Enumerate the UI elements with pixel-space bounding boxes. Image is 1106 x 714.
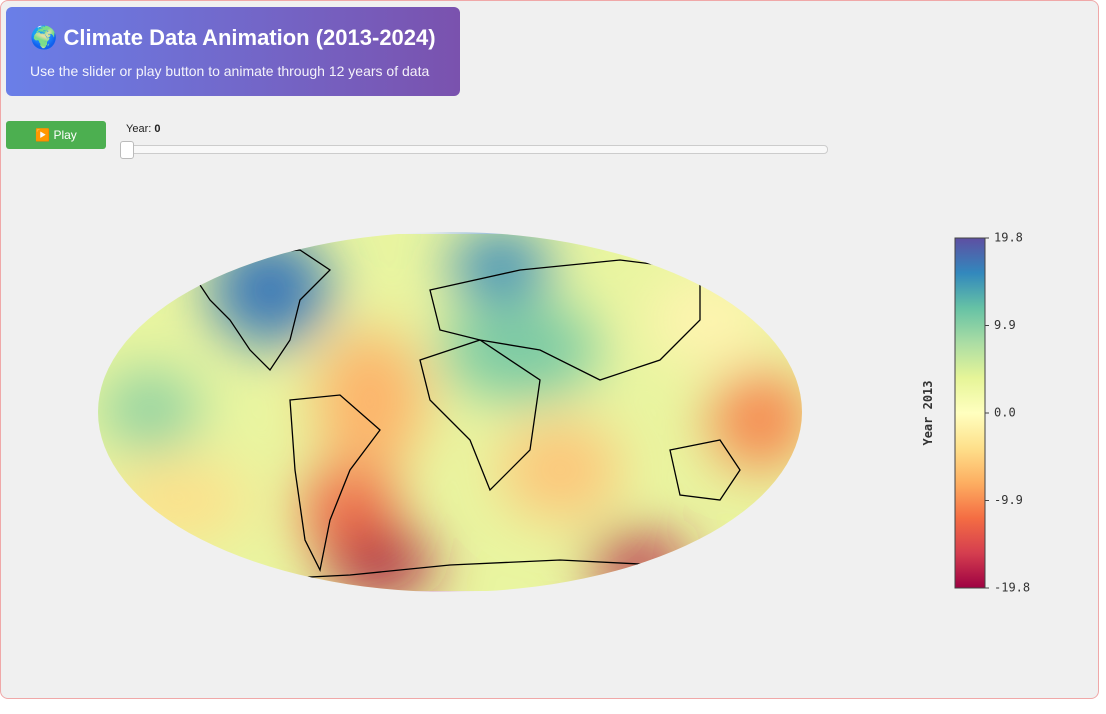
colorbar-tick-label: -19.8 (994, 581, 1030, 595)
colorbar-tick-label: -9.9 (994, 493, 1023, 507)
colorbar (954, 237, 986, 589)
slider-value: 0 (154, 123, 161, 135)
colorbar-tick-label: 9.9 (994, 318, 1016, 332)
slider-handle[interactable] (120, 141, 134, 159)
slider-label: Year: 0 (126, 123, 160, 135)
title: 🌍 Climate Data Animation (2013-2024) (30, 25, 436, 50)
subtitle: Use the slider or play button to animate… (30, 63, 430, 79)
colorbar-title: Year 2013 (921, 380, 935, 445)
colorbar-tick-label: 19.8 (994, 231, 1023, 245)
header: 🌍 Climate Data Animation (2013-2024) Use… (6, 7, 460, 96)
colorbar-tick-label: 0.0 (994, 406, 1016, 420)
map (98, 232, 802, 592)
play-button[interactable]: ▶️ Play (6, 121, 106, 149)
slider-label-text: Year: (126, 123, 152, 135)
